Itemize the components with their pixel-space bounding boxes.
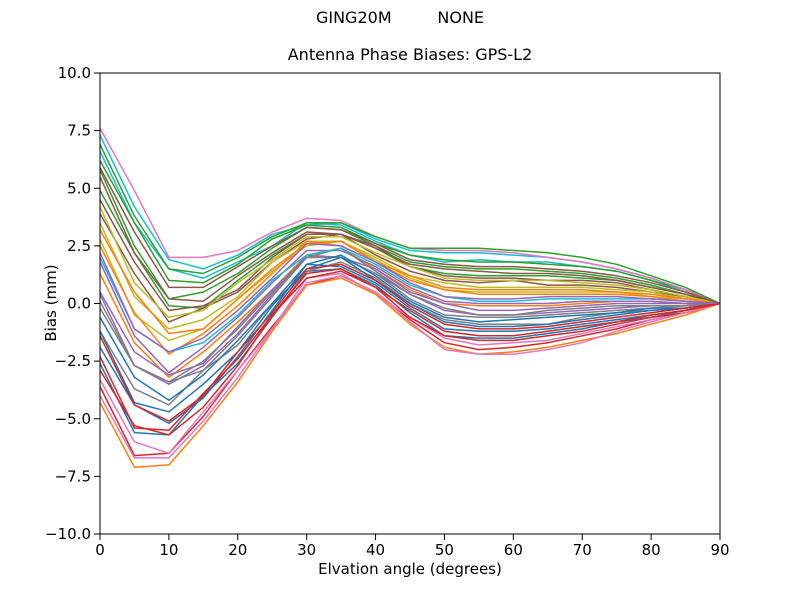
y-axis-label: Bias (mm) [42, 264, 60, 341]
series-line [99, 256, 721, 383]
series-line [99, 242, 721, 353]
y-axis-ticks: −10.0 −7.5 −5.0 −2.5 0.0 2.5 5.0 7.5 10.0 [45, 64, 100, 543]
series-line [99, 213, 721, 323]
x-tick-label: 80 [642, 541, 661, 559]
y-tick-label: 10.0 [58, 64, 91, 82]
series-line [99, 229, 721, 335]
series-line [99, 256, 721, 413]
y-tick-label: 2.5 [67, 237, 91, 255]
chart-title: Antenna Phase Biases: GPS-L2 [288, 45, 533, 64]
series-line [99, 176, 721, 305]
series-line [99, 249, 720, 374]
series-line [99, 263, 721, 422]
series-line [99, 263, 721, 425]
series-line [99, 268, 721, 432]
series-line [99, 275, 721, 459]
series-line [99, 160, 721, 305]
series-line [99, 270, 721, 436]
series-line [99, 247, 721, 353]
x-axis-label: Elvation angle (degrees) [318, 560, 502, 578]
series-lines [99, 127, 721, 468]
y-tick-label: 7.5 [67, 122, 91, 140]
series-line [99, 169, 721, 305]
series-line [99, 275, 721, 457]
x-tick-label: 0 [95, 541, 105, 559]
y-tick-label: −2.5 [55, 352, 91, 370]
x-tick-label: 70 [573, 541, 592, 559]
series-line [99, 247, 721, 383]
x-tick-label: 10 [159, 541, 178, 559]
series-line [99, 206, 721, 319]
x-tick-label: 20 [228, 541, 247, 559]
x-tick-label: 40 [366, 541, 385, 559]
series-line [99, 240, 721, 355]
x-tick-label: 60 [504, 541, 523, 559]
x-tick-label: 50 [435, 541, 454, 559]
y-tick-label: 0.0 [67, 295, 91, 313]
x-axis-ticks: 0 10 20 30 40 50 60 70 80 90 [95, 534, 730, 559]
series-line [99, 256, 720, 376]
y-tick-label: −5.0 [55, 410, 91, 428]
figure-suptitle: GING20M NONE [315, 8, 485, 27]
series-line [99, 144, 721, 305]
series-line [99, 167, 721, 305]
x-tick-label: 90 [710, 541, 729, 559]
series-line [99, 254, 721, 402]
y-tick-label: −10.0 [45, 525, 91, 543]
x-tick-label: 30 [297, 541, 316, 559]
y-tick-label: 5.0 [67, 179, 91, 197]
series-line [99, 277, 721, 468]
y-tick-label: −7.5 [55, 467, 91, 485]
